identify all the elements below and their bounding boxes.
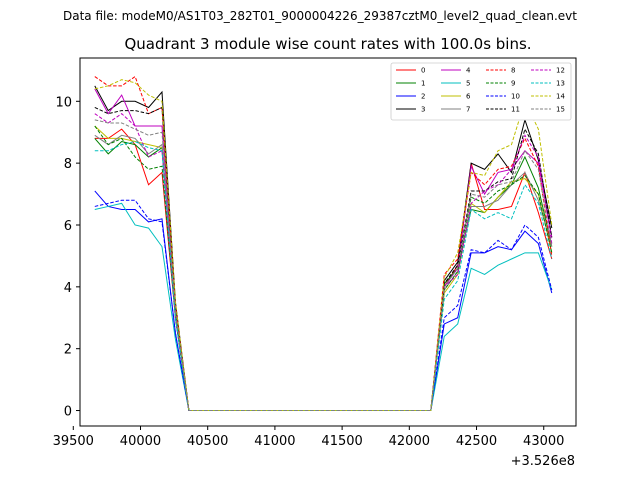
- legend-label-13: 13: [556, 80, 565, 88]
- y-tick-label: 6: [64, 219, 72, 234]
- x-offset-label: +3.526e8: [511, 454, 575, 469]
- chart-supertitle: Data file: modeM0/AS1T03_282T01_90000042…: [63, 9, 577, 23]
- x-tick-label: 43000: [523, 434, 564, 449]
- legend-label-5: 5: [466, 80, 470, 88]
- plot-area: [94, 75, 553, 412]
- chart-title: Quadrant 3 module wise count rates with …: [124, 35, 531, 53]
- series-line-10: [94, 199, 553, 412]
- legend-label-1: 1: [421, 80, 425, 88]
- series-line-13: [94, 140, 553, 412]
- legend-label-4: 4: [466, 67, 471, 75]
- legend-label-12: 12: [556, 67, 565, 75]
- legend-label-10: 10: [511, 93, 520, 101]
- x-tick-label: 41000: [254, 434, 295, 449]
- legend-label-8: 8: [511, 67, 515, 75]
- y-tick-label: 10: [55, 95, 72, 110]
- y-tick-label: 2: [64, 343, 72, 358]
- series-line-15: [94, 119, 553, 412]
- x-tick-label: 41500: [321, 434, 362, 449]
- legend-label-14: 14: [556, 93, 565, 101]
- legend-box: [390, 62, 572, 121]
- axes-frame: [79, 57, 577, 427]
- y-tick-label: 0: [64, 405, 72, 420]
- legend-label-0: 0: [421, 67, 425, 75]
- series-line-8: [94, 75, 553, 412]
- legend-label-15: 15: [556, 106, 565, 114]
- series-line-4: [94, 88, 553, 412]
- x-tick-label: 39500: [53, 434, 94, 449]
- x-tick-label: 42000: [389, 434, 430, 449]
- legend-label-2: 2: [421, 93, 425, 101]
- series-line-2: [94, 190, 553, 412]
- legend-label-6: 6: [466, 93, 471, 101]
- y-tick-label: 4: [64, 281, 72, 296]
- x-tick-label: 40000: [120, 434, 161, 449]
- legend-label-9: 9: [511, 80, 515, 88]
- x-tick-label: 40500: [187, 434, 228, 449]
- series-line-1: [94, 138, 553, 412]
- x-tick-label: 42500: [456, 434, 497, 449]
- legend-label-7: 7: [466, 106, 470, 114]
- legend-label-3: 3: [421, 106, 425, 114]
- y-tick-label: 8: [64, 157, 72, 172]
- legend-label-11: 11: [511, 106, 520, 114]
